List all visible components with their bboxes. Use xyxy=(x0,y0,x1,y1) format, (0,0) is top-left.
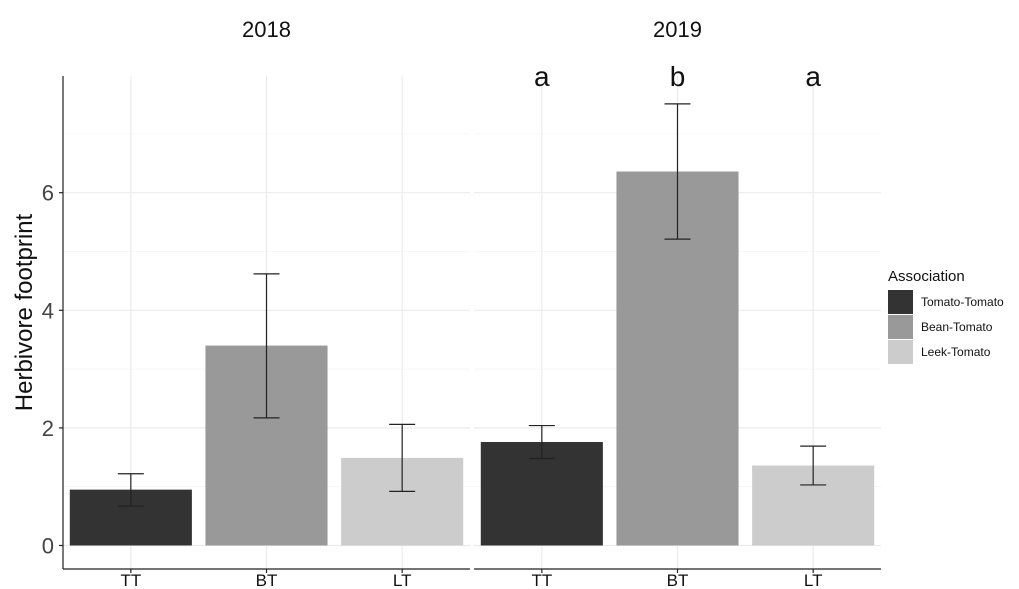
significance-label: a xyxy=(534,61,550,92)
x-tick-label: LT xyxy=(804,571,823,589)
x-tick-label: BT xyxy=(256,571,278,589)
bars xyxy=(69,171,875,546)
x-tick-label: TT xyxy=(531,571,552,589)
y-tick-label: 4 xyxy=(42,298,54,323)
legend-label: Leek-Tomato xyxy=(921,345,991,359)
error-bar xyxy=(117,473,144,507)
legend-label: Bean-Tomato xyxy=(921,320,993,334)
legend-swatch xyxy=(888,290,913,314)
legend: Association Tomato-Tomato Bean-Tomato Leek-… xyxy=(888,268,1004,364)
error-bar xyxy=(528,424,555,460)
axes xyxy=(59,76,881,573)
legend-label: Tomato-Tomato xyxy=(921,295,1004,309)
bar-2019-TT xyxy=(480,442,603,546)
y-tick-label: 2 xyxy=(42,416,54,441)
legend-swatch xyxy=(888,315,913,339)
significance-label: b xyxy=(670,61,686,92)
facet-title: 2019 xyxy=(653,17,702,42)
error-bar xyxy=(253,273,280,419)
error-bars xyxy=(117,103,827,507)
error-bar xyxy=(389,423,416,493)
legend-swatch xyxy=(888,340,913,364)
y-tick-label: 6 xyxy=(42,181,54,206)
y-tick-label: 0 xyxy=(42,534,54,559)
x-tick-label: BT xyxy=(667,571,689,589)
facet-title: 2018 xyxy=(242,17,291,42)
legend-title: Association xyxy=(888,268,965,285)
x-tick-label: LT xyxy=(393,571,412,589)
error-bar xyxy=(800,445,827,486)
significance-label: a xyxy=(805,61,821,92)
y-axis-label: Herbivore footprint xyxy=(11,213,38,411)
error-bar xyxy=(664,103,691,240)
x-tick-label: TT xyxy=(120,571,141,589)
